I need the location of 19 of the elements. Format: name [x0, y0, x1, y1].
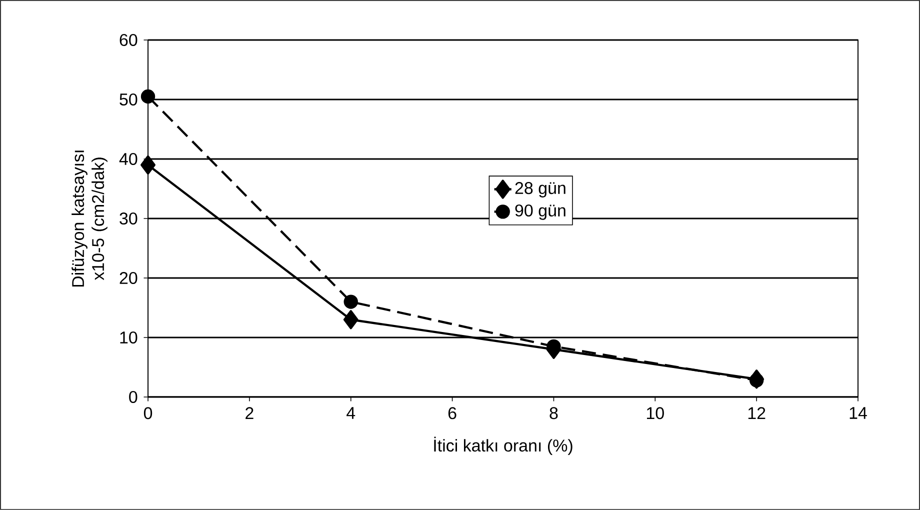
y-tick-label: 0 [129, 390, 138, 404]
y-tick-label: 20 [120, 272, 138, 284]
x-tick-label: 10 [646, 407, 664, 420]
x-tick-label: 14 [850, 407, 867, 419]
x-tick-label: 8 [550, 407, 558, 420]
y-tick-label: 10 [120, 331, 138, 344]
x-tick-label: 0 [144, 407, 152, 420]
y-tick-label: 30 [120, 212, 138, 225]
legend-label: 28 gün [515, 182, 566, 198]
x-tick-label: 2 [246, 407, 254, 419]
y-tick-label: 40 [119, 152, 138, 166]
y-tick-label: 50 [120, 93, 138, 106]
y-axis-title: Difüzyon katsayısı x10-5 (cm2/dak) [72, 150, 108, 287]
x-axis-title: İtici katkı oranı (%) [434, 436, 572, 455]
y-tick-label: 60 [120, 34, 138, 46]
x-tick-label: 12 [748, 407, 766, 419]
legend-label: 90 gün [515, 204, 566, 220]
x-tick-label: 6 [448, 407, 456, 420]
x-tick-label: 4 [346, 407, 356, 419]
